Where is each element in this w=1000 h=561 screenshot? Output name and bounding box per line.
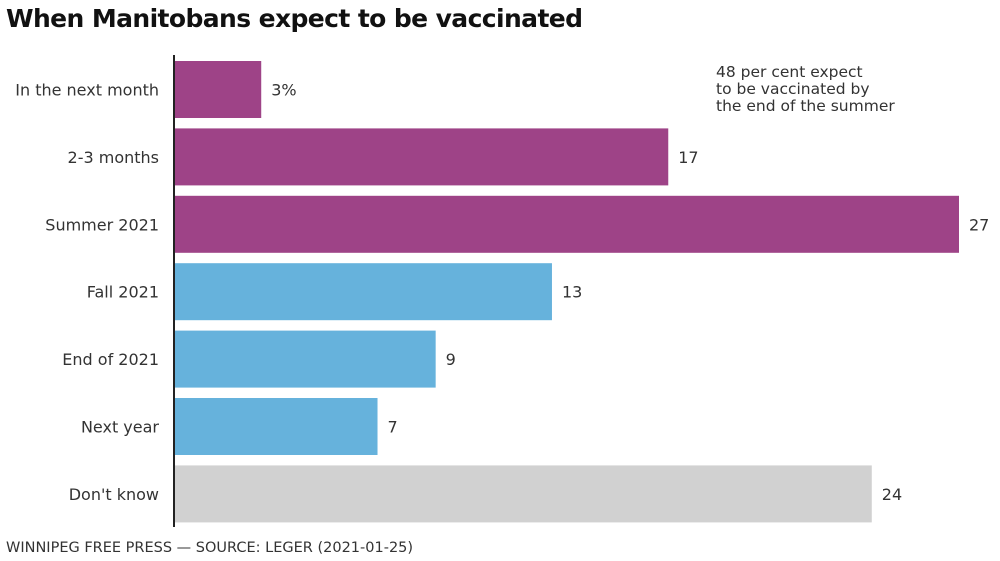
value-label: 27 bbox=[969, 215, 989, 234]
category-labels: In the next month 2-3 months Summer 2021 Fa… bbox=[15, 81, 159, 504]
source-credit: WINNIPEG FREE PRESS — SOURCE: LEGER (202… bbox=[6, 540, 414, 556]
annotation-line: 48 per cent expect bbox=[716, 63, 863, 81]
category-label: Don't know bbox=[69, 485, 159, 504]
value-labels: 3% 17 27 13 9 7 24 bbox=[271, 81, 989, 504]
category-label: End of 2021 bbox=[62, 350, 159, 369]
value-label: 17 bbox=[678, 148, 698, 167]
bar-fall-2021 bbox=[174, 263, 552, 321]
category-label: In the next month bbox=[15, 81, 159, 100]
category-label: Next year bbox=[81, 418, 159, 437]
value-label: 13 bbox=[562, 283, 582, 302]
bar-don-t-know bbox=[174, 465, 872, 523]
annotation-line: to be vaccinated by bbox=[716, 80, 870, 98]
category-label: Fall 2021 bbox=[87, 283, 159, 302]
annotation-note: 48 per cent expect to be vaccinated by t… bbox=[716, 64, 895, 115]
bar-end-of-2021 bbox=[174, 330, 436, 388]
value-label: 3% bbox=[271, 81, 296, 100]
category-label: Summer 2021 bbox=[45, 215, 159, 234]
bars-group bbox=[174, 61, 959, 523]
bar-next-year bbox=[174, 398, 378, 455]
bar-2-3-months bbox=[174, 128, 669, 186]
category-label: 2-3 months bbox=[68, 148, 159, 167]
chart-title: When Manitobans expect to be vaccinated bbox=[6, 4, 583, 33]
value-label: 7 bbox=[388, 418, 398, 437]
bar-in-the-next-month bbox=[174, 61, 262, 118]
bar-summer-2021 bbox=[174, 195, 959, 253]
value-label: 9 bbox=[446, 350, 456, 369]
value-label: 24 bbox=[882, 485, 902, 504]
annotation-line: the end of the summer bbox=[716, 97, 895, 115]
